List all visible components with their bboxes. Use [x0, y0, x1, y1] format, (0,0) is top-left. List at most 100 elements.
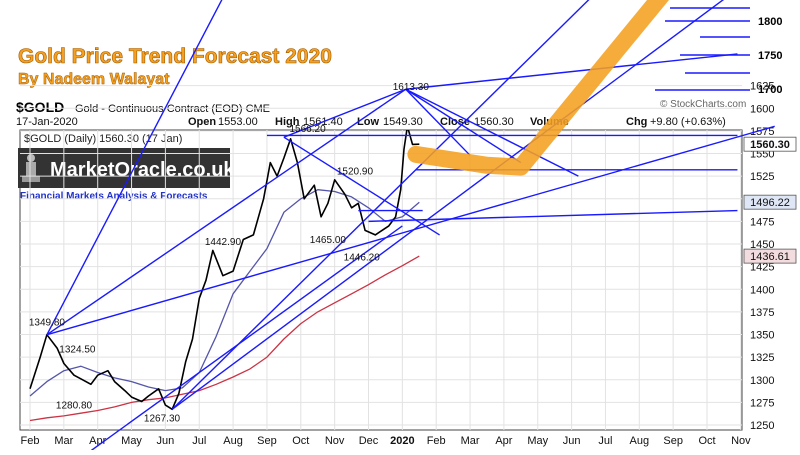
value-tag-label: 1436.61 — [750, 251, 790, 263]
x-tick-label: Sep — [257, 435, 277, 447]
price-line — [29, 130, 420, 411]
open-label: Open — [188, 116, 216, 128]
trendline — [405, 88, 522, 164]
price-annotation: 1280.80 — [56, 401, 93, 412]
close-label: Close — [440, 116, 470, 128]
value-tag-box — [743, 136, 797, 152]
value-tag-label: 1560.30 — [750, 139, 790, 151]
y-tick-label: 1300 — [750, 375, 774, 387]
value-tag-box — [743, 248, 797, 264]
value-tag-box — [743, 194, 797, 210]
watermark-badge — [18, 148, 230, 188]
forecast-levels: 1800 1750 1700 — [655, 7, 782, 96]
price-annotation: 1324.50 — [59, 345, 96, 356]
source-credit: © StockCharts.com — [660, 99, 746, 110]
x-tick-label: May — [527, 435, 548, 447]
y-tick-label: 1350 — [750, 330, 774, 342]
open-value: 1553.00 — [218, 116, 258, 128]
x-tick-label: Aug — [223, 435, 243, 447]
price-annotation: 1349.80 — [29, 317, 66, 328]
price-annotation: 1446.20 — [344, 252, 381, 263]
statue-icon — [22, 154, 40, 182]
trendline — [368, 209, 738, 223]
x-tick-label: Dec — [359, 435, 379, 447]
y-axis: 1250 1275 1300 1325 1350 1375 1400 1425 1450 1475… — [20, 81, 774, 432]
price-annotation: 1465.00 — [310, 235, 347, 246]
price-annotations: 1349.80 1324.50 1280.80 1267.30 1442.90 1566.… — [29, 82, 429, 424]
value-tag-label: 1496.22 — [750, 197, 790, 209]
trendline — [46, 88, 407, 336]
y-tick-label: 1600 — [750, 103, 774, 115]
forecast-path — [407, 0, 669, 176]
series-legend: $GOLD (Daily) 1560.30 (17 Jan) — [24, 133, 182, 145]
x-tick-label: Oct — [292, 435, 309, 447]
x-tick-label: May — [121, 435, 142, 447]
x-tick-label: Feb — [427, 435, 446, 447]
watermark-brand: MarketOracle.co.uk — [50, 159, 235, 181]
trendline — [405, 88, 471, 156]
level-1750: 1750 — [758, 50, 782, 62]
x-tick-label: Jun — [563, 435, 581, 447]
trendline — [83, 225, 403, 455]
ma-short-line — [29, 189, 420, 397]
chg-label: Chg — [626, 116, 647, 128]
y-tick-label: 1425 — [750, 262, 774, 274]
ohlc-readout: Open 1553.00 High 1561.40 Low 1549.30 Cl… — [188, 116, 726, 128]
trendline — [46, 125, 775, 336]
price-annotation: 1520.90 — [337, 166, 374, 177]
close-value: 1560.30 — [474, 116, 514, 128]
y-tick-label: 1250 — [750, 420, 774, 432]
low-label: Low — [357, 116, 379, 128]
x-tick-label: Jul — [598, 435, 612, 447]
level-1800: 1800 — [758, 16, 782, 28]
symbol-label: $GOLD — [16, 99, 64, 115]
y-tick-label: 1625 — [750, 81, 774, 93]
y-tick-label: 1475 — [750, 216, 774, 228]
price-annotation: 1566.20 — [289, 124, 326, 135]
low-value: 1549.30 — [383, 116, 423, 128]
trendline — [283, 88, 406, 138]
y-tick-label: 1400 — [750, 284, 774, 296]
price-annotation: 1442.90 — [205, 237, 242, 248]
trendline — [405, 88, 579, 177]
x-tick-label: Aug — [630, 435, 650, 447]
series-layer — [29, 130, 420, 422]
x-tick-label: Sep — [663, 435, 683, 447]
y-tick-label: 1275 — [750, 397, 774, 409]
chg-value: +9.80 (+0.63%) — [650, 116, 726, 128]
x-tick-label: Mar — [461, 435, 480, 447]
x-axis: Feb Mar Apr May Jun Jul Aug Sep Oct Nov Dec 2020 Feb… — [21, 130, 751, 447]
trendline — [283, 136, 440, 236]
ma-long-line — [29, 255, 420, 422]
price-annotation: 1613.30 — [393, 82, 430, 93]
x-tick-label: Nov — [325, 435, 345, 447]
watermark-tagline: Financial Markets Analysis & Forecasts — [20, 191, 208, 202]
byline: By Nadeem Walayat — [18, 71, 170, 88]
x-tick-label: Apr — [89, 435, 106, 447]
level-1700: 1700 — [758, 84, 782, 96]
trendline — [46, 0, 223, 336]
y-tick-label: 1450 — [750, 239, 774, 251]
x-tick-label: Nov — [731, 435, 751, 447]
x-tick-label: Apr — [495, 435, 512, 447]
x-tick-label: Oct — [698, 435, 715, 447]
x-tick-label: Jul — [192, 435, 206, 447]
price-annotation: 1267.30 — [144, 413, 181, 424]
forecast-trajectory — [407, 0, 669, 176]
trendline — [405, 53, 738, 90]
high-label: High — [275, 116, 300, 128]
contract-name: Gold - Continuous Contract (EOD) CME — [75, 103, 270, 115]
x-tick-label: 2020 — [390, 435, 414, 447]
x-tick-label: Jun — [157, 435, 175, 447]
watermark: MarketOracle.co.uk Financial Markets Ana… — [18, 148, 235, 202]
y-tick-label: 1375 — [750, 307, 774, 319]
x-tick-label: Feb — [21, 435, 40, 447]
y-tick-label: 1525 — [750, 171, 774, 183]
quote-date: 17-Jan-2020 — [16, 116, 78, 128]
y-tick-label: 1325 — [750, 352, 774, 364]
value-tags: 1560.30 1496.22 1436.61 — [743, 136, 797, 264]
main-title: Gold Price Trend Forecast 2020 — [18, 45, 332, 68]
x-tick-label: Mar — [54, 435, 73, 447]
